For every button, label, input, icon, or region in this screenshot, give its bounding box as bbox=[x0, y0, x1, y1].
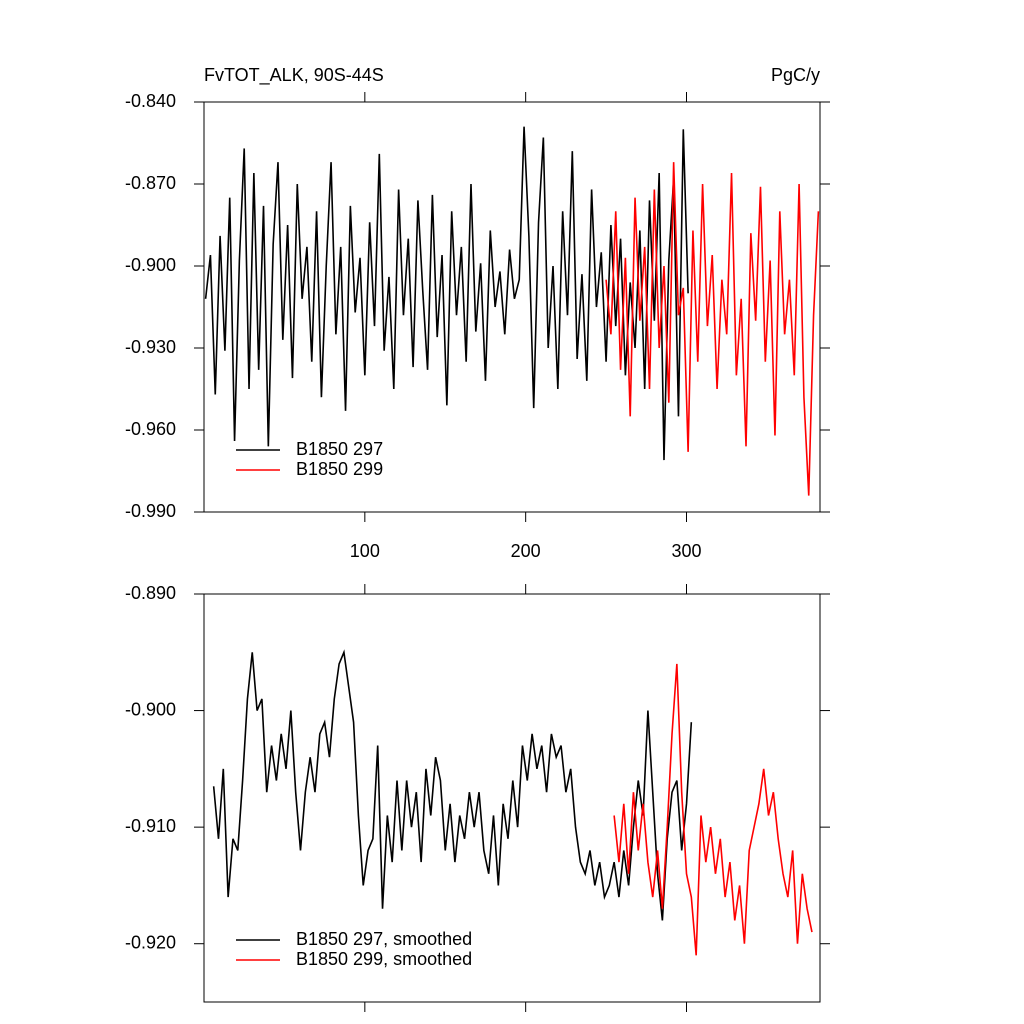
y-tick-label: -0.920 bbox=[125, 932, 176, 952]
legend-label: B1850 297, smoothed bbox=[296, 929, 472, 949]
legend-label: B1850 297 bbox=[296, 439, 383, 459]
y-tick-label: -0.900 bbox=[125, 255, 176, 275]
y-tick-label: -0.960 bbox=[125, 419, 176, 439]
series-line bbox=[613, 663, 813, 956]
y-tick-label: -0.840 bbox=[125, 91, 176, 111]
x-tick-label: 200 bbox=[511, 541, 541, 561]
y-tick-label: -0.870 bbox=[125, 173, 176, 193]
x-tick-label: 100 bbox=[350, 541, 380, 561]
y-tick-label: -0.890 bbox=[125, 583, 176, 603]
y-tick-label: -0.910 bbox=[125, 816, 176, 836]
series-line bbox=[605, 162, 820, 496]
chart-title: FvTOT_ALK, 90S-44S bbox=[204, 65, 384, 86]
series-line bbox=[212, 649, 693, 921]
y-tick-label: -0.930 bbox=[125, 337, 176, 357]
legend-label: B1850 299 bbox=[296, 459, 383, 479]
plot-frame bbox=[203, 593, 821, 1003]
units-label: PgC/y bbox=[771, 65, 820, 85]
y-tick-label: -0.990 bbox=[125, 501, 176, 521]
y-tick-label: -0.900 bbox=[125, 699, 176, 719]
plot-frame bbox=[203, 101, 821, 513]
legend-label: B1850 299, smoothed bbox=[296, 949, 472, 969]
x-tick-label: 300 bbox=[671, 541, 701, 561]
series-line bbox=[204, 126, 689, 461]
